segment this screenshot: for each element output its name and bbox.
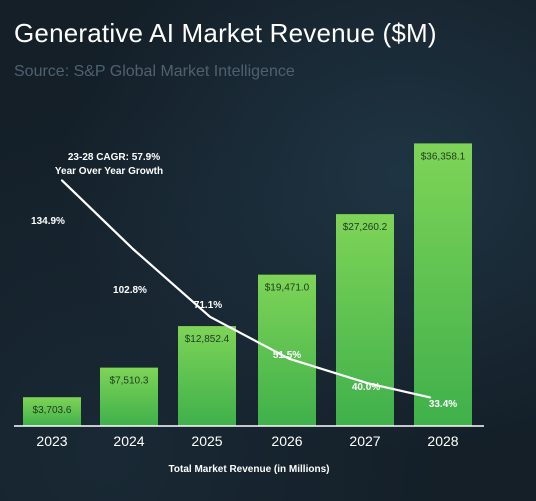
- bar-value-label: $7,510.3: [110, 376, 149, 387]
- growth-line: [60, 179, 432, 399]
- x-axis-label: Total Market Revenue (in Millions): [169, 464, 330, 475]
- bar-2024: [100, 367, 158, 426]
- bar-2025: [178, 326, 236, 426]
- bar-value-label: $3,703.6: [33, 405, 72, 416]
- bar-2027: [336, 214, 394, 426]
- x-tick-label: 2024: [113, 433, 144, 449]
- bar-value-label: $12,852.4: [185, 334, 230, 345]
- growth-label: 102.8%: [113, 285, 147, 296]
- annotation-cagr: 23-28 CAGR: 57.9%: [68, 152, 160, 163]
- growth-label: 134.9%: [31, 216, 65, 227]
- x-tick-label: 2028: [427, 433, 458, 449]
- bar-value-label: $27,260.2: [343, 222, 388, 233]
- bar-value-label: $19,471.0: [265, 283, 310, 294]
- growth-label: 40.0%: [352, 382, 380, 393]
- bar-2023: [23, 397, 81, 426]
- annotation-yoy: Year Over Year Growth: [55, 166, 163, 177]
- x-tick-label: 2025: [191, 433, 222, 449]
- bar-value-label: $36,358.1: [421, 151, 466, 162]
- x-tick-label: 2023: [36, 433, 67, 449]
- chart-subtitle: Source: S&P Global Market Intelligence: [14, 63, 295, 80]
- growth-label: 51.5%: [273, 350, 301, 361]
- bar-2028: [414, 143, 472, 426]
- growth-label: 33.4%: [429, 399, 457, 410]
- chart-title: Generative AI Market Revenue ($M): [14, 18, 437, 48]
- growth-label: 71.1%: [194, 300, 222, 311]
- bar-2026: [258, 274, 316, 426]
- x-tick-label: 2026: [271, 433, 302, 449]
- x-tick-label: 2027: [349, 433, 380, 449]
